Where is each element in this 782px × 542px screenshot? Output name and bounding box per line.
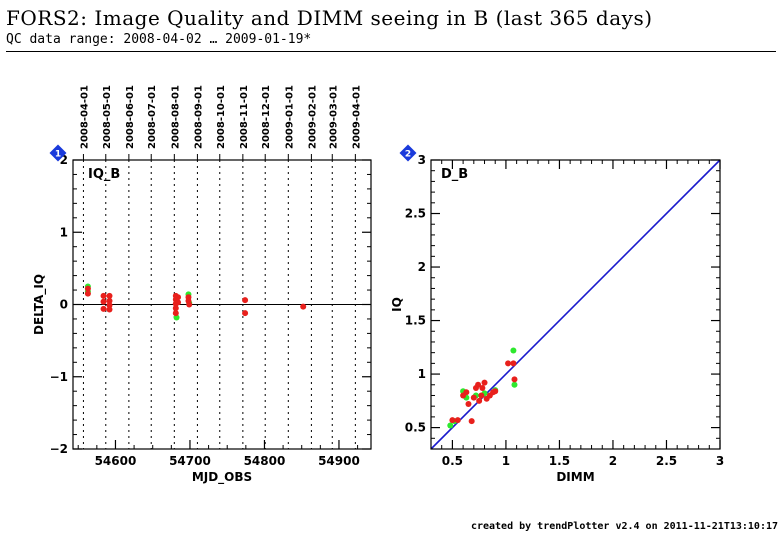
data-point-red [481,379,488,386]
data-point-red [478,392,485,399]
data-point-red [476,397,483,404]
date-tick-label: 2009-02-01 [307,85,318,149]
data-point-red [100,305,107,312]
y-tick-label: −1 [50,370,68,384]
iq-dimm-panel: 0.5 1 1.5 2 2.5 3 0.5 1 1.5 2 2.5 3 D_B DIMM IQ 2 [390,144,724,484]
data-point-red [175,299,182,306]
plot-frame [72,159,372,450]
panel-label: IQ_B [88,167,120,182]
y-tick-label: 2.5 [405,207,426,221]
y-tick-label: 0.5 [405,421,426,435]
data-point-red [172,305,179,312]
data-point-red [449,417,456,424]
x-tick-label: 1 [502,454,510,468]
data-point-red [454,417,461,424]
data-point-red [468,418,475,425]
data-point-red [465,401,472,408]
date-tick-label: 2008-08-01 [170,85,181,149]
data-point-red [510,360,517,367]
data-point-red [106,297,113,304]
data-point-red [505,360,512,367]
data-point-red [106,306,113,313]
date-tick-label: 2008-09-01 [193,85,204,149]
panel-badge-number: 1 [55,150,61,160]
panel-label: D_B [441,167,468,182]
x-tick-label: 2 [609,454,617,468]
date-tick-label: 2008-11-01 [239,85,250,149]
data-point-red [242,310,249,317]
y-axis-label: DELTA_IQ [32,274,47,335]
panel-badge-number: 2 [405,150,411,160]
y-axis-label: IQ [390,297,404,312]
y-tick-label: 1 [60,225,68,239]
data-point-red [84,285,91,292]
qc-data-range: QC data range: 2008-04-02 … 2009-01-19* [6,32,312,47]
y-tick-label: 2 [60,153,68,167]
data-point-red [106,302,113,309]
data-point-green [511,381,518,388]
data-point-red [186,301,193,308]
date-tick-label: 2009-03-01 [328,85,339,149]
x-axis-label: MJD_OBS [192,470,252,485]
data-point-red [84,290,91,297]
title-divider [6,51,776,52]
date-tick-label: 2008-10-01 [216,85,227,149]
y-tick-label: 3 [418,153,426,167]
data-point-red [475,381,482,388]
x-tick-label: 54900 [318,454,360,468]
x-tick-label: 0.5 [442,454,463,468]
data-point-red [511,376,518,383]
data-point-red [479,384,486,391]
date-tick-label: 2009-01-01 [284,85,295,149]
date-tick-label: 2008-06-01 [125,85,136,149]
data-point-green [447,422,454,429]
x-tick-label: 54600 [95,454,137,468]
data-point-red [175,294,182,301]
y-tick-label: 1.5 [405,314,426,328]
plot-frame [430,159,721,450]
data-point-red [463,389,470,396]
data-point-red [100,292,107,299]
identity-line [430,159,721,450]
date-tick-label: 2008-12-01 [261,85,272,149]
data-point-red [172,310,179,317]
x-axis-label: DIMM [556,470,594,484]
y-tick-label: 0 [60,298,68,312]
date-tick-label: 2008-05-01 [102,85,113,149]
date-tick-label: 2009-04-01 [351,85,362,149]
y-tick-label: −2 [50,442,68,456]
date-tick-label: 2008-04-01 [79,85,90,149]
y-tick-label: 2 [418,260,426,274]
data-point-red [100,298,107,305]
data-point-red [300,303,307,310]
date-tick-label: 2008-07-01 [147,85,158,149]
data-point-green [510,347,517,354]
x-tick-label: 1.5 [549,454,570,468]
panel-badge [399,144,417,162]
x-tick-label: 54800 [244,454,286,468]
x-tick-label: 3 [716,454,724,468]
y-tick-label: 1 [418,367,426,381]
page-title: FORS2: Image Quality and DIMM seeing in … [6,6,653,30]
data-point-red [106,292,113,299]
x-tick-label: 54700 [169,454,211,468]
data-point-red [470,394,477,401]
footer-credit: created by trendPlotter v2.4 on 2011-11-… [470,521,778,532]
iq-delta-panel: 2008-04-01 2008-05-01 2008-06-01 2008-07-01… [32,85,372,485]
data-point-red [242,297,249,304]
data-point-red [492,388,499,395]
x-tick-label: 2.5 [656,454,677,468]
